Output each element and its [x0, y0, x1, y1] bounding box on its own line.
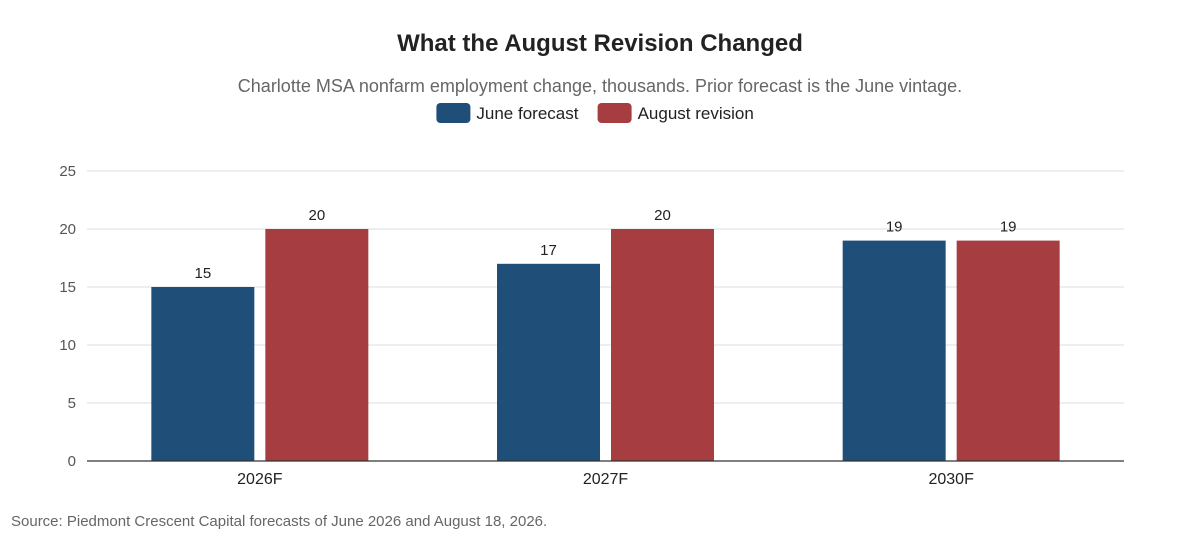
grid: 0 5 10 15 20 25: [59, 163, 1124, 470]
y-tick-label: 25: [59, 163, 76, 180]
data-label: 20: [308, 207, 325, 224]
legend-label: August revision: [638, 104, 754, 123]
data-label: 19: [1000, 219, 1017, 236]
data-label: 15: [194, 265, 211, 282]
source-note: Source: Piedmont Crescent Capital foreca…: [11, 513, 547, 530]
data-label: 17: [540, 242, 557, 259]
chart-subtitle: Charlotte MSA nonfarm employment change,…: [238, 76, 962, 96]
y-tick-label: 5: [68, 395, 76, 412]
x-tick-label: 2030F: [928, 471, 974, 488]
data-labels: 15 20 17 20 19 19: [194, 207, 1016, 282]
chart-title: What the August Revision Changed: [397, 30, 803, 57]
x-axis: 2026F 2027F 2030F: [87, 460, 1124, 488]
y-tick-label: 0: [68, 453, 76, 470]
x-tick-label: 2027F: [583, 471, 629, 488]
bar: [611, 229, 714, 461]
x-tick-label: 2026F: [237, 471, 283, 488]
bar: [956, 240, 1060, 461]
data-label: 19: [886, 219, 903, 236]
bar: [151, 287, 255, 461]
bar: [265, 229, 369, 461]
y-tick-label: 15: [59, 279, 76, 296]
legend: June forecast August revision: [436, 103, 754, 123]
legend-swatch: [597, 103, 632, 123]
y-tick-label: 10: [59, 337, 76, 354]
bars: [151, 229, 1060, 461]
y-tick-label: 20: [59, 221, 76, 238]
bar: [842, 240, 946, 461]
legend-label: June forecast: [476, 104, 578, 123]
legend-swatch: [436, 103, 471, 123]
data-label: 20: [654, 207, 671, 224]
bar: [497, 263, 600, 461]
